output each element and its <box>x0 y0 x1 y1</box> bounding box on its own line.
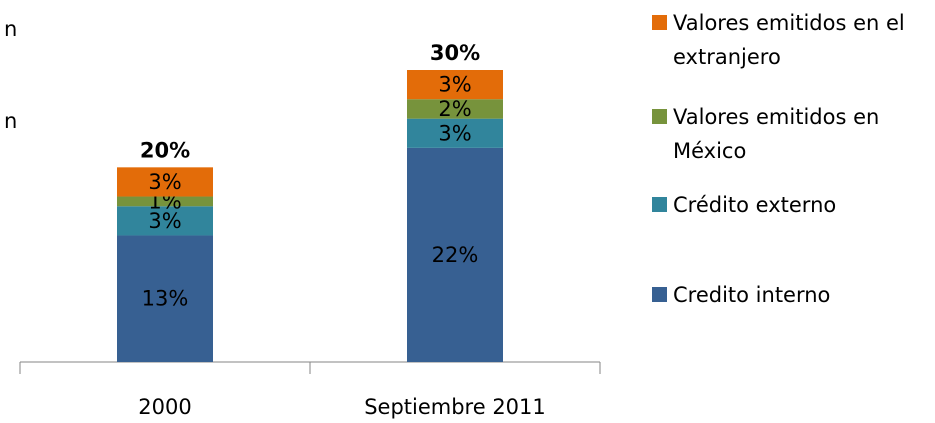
data-label: 3% <box>148 170 181 194</box>
legend-label: Valores emitidos en el extranjero <box>673 11 905 69</box>
bar-segment <box>117 206 213 236</box>
bar-segment <box>117 167 213 197</box>
bar-segment <box>407 99 503 119</box>
data-label: 3% <box>148 209 181 233</box>
legend-item: Valores emitidos en el extranjero <box>652 6 922 74</box>
data-label: 22% <box>432 243 479 267</box>
data-label: 13% <box>142 287 189 311</box>
legend-label: Credito interno <box>673 283 831 307</box>
total-label: 20% <box>140 138 190 162</box>
legend-item: Crédito externo <box>652 188 922 222</box>
legend-swatch <box>652 15 667 30</box>
annotation: n <box>4 109 17 133</box>
data-label: 3% <box>438 121 471 145</box>
legend-label: Valores emitidos en México <box>673 105 880 163</box>
legend-item: Credito interno <box>652 278 922 312</box>
legend-label: Crédito externo <box>673 193 837 217</box>
legend-swatch <box>652 287 667 302</box>
x-tick-label: 2000 <box>138 395 191 419</box>
data-label: 3% <box>438 73 471 97</box>
bar-segment <box>407 70 503 100</box>
total-label: 30% <box>430 41 480 65</box>
data-label: 2% <box>438 97 471 121</box>
annotation: n <box>4 17 17 41</box>
bar-segment <box>407 118 503 148</box>
bar-segment <box>117 235 213 362</box>
legend-swatch <box>652 197 667 212</box>
bar-segment <box>117 196 213 207</box>
x-tick-label: Septiembre 2011 <box>364 395 546 419</box>
legend-item: Valores emitidos en México <box>652 100 922 168</box>
legend-swatch <box>652 109 667 124</box>
legend: Valores emitidos en el extranjero Valores… <box>652 6 922 312</box>
bar-segment <box>407 147 503 362</box>
